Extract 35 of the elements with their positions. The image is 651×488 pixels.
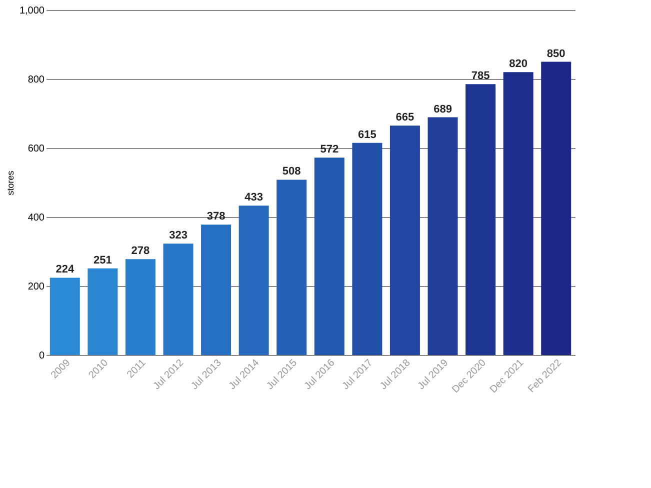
bar <box>503 72 534 355</box>
bar <box>125 259 156 355</box>
bar <box>390 126 420 355</box>
data-label: 820 <box>509 58 528 70</box>
data-label: 508 <box>282 166 301 178</box>
bar <box>201 224 232 355</box>
data-label: 224 <box>56 264 75 276</box>
y-tick-label: 400 <box>28 212 45 224</box>
data-label: 572 <box>320 144 339 156</box>
bar <box>276 180 307 355</box>
data-label: 251 <box>94 254 112 266</box>
data-label: 850 <box>546 48 566 60</box>
y-tick-label: 1,000 <box>19 6 45 16</box>
bar <box>466 84 496 355</box>
bar <box>88 268 118 355</box>
data-label: 378 <box>206 210 226 223</box>
bar <box>314 158 344 355</box>
data-label: 433 <box>244 192 263 204</box>
y-tick-label: 800 <box>28 74 45 86</box>
data-label: 785 <box>471 70 490 82</box>
bar <box>163 244 194 355</box>
data-label: 278 <box>131 245 150 258</box>
y-axis-title: stores <box>5 170 16 196</box>
bar <box>50 278 80 355</box>
data-label: 665 <box>396 112 414 124</box>
bar <box>541 62 572 355</box>
bar <box>428 117 458 355</box>
bar <box>238 206 269 355</box>
data-label: 323 <box>169 230 188 242</box>
y-tick-label: 0 <box>38 350 45 362</box>
data-label: 615 <box>358 128 376 141</box>
data-label: 689 <box>434 103 452 116</box>
y-tick-label: 600 <box>28 144 45 154</box>
bar <box>352 142 382 355</box>
y-tick-label: 200 <box>28 282 45 292</box>
